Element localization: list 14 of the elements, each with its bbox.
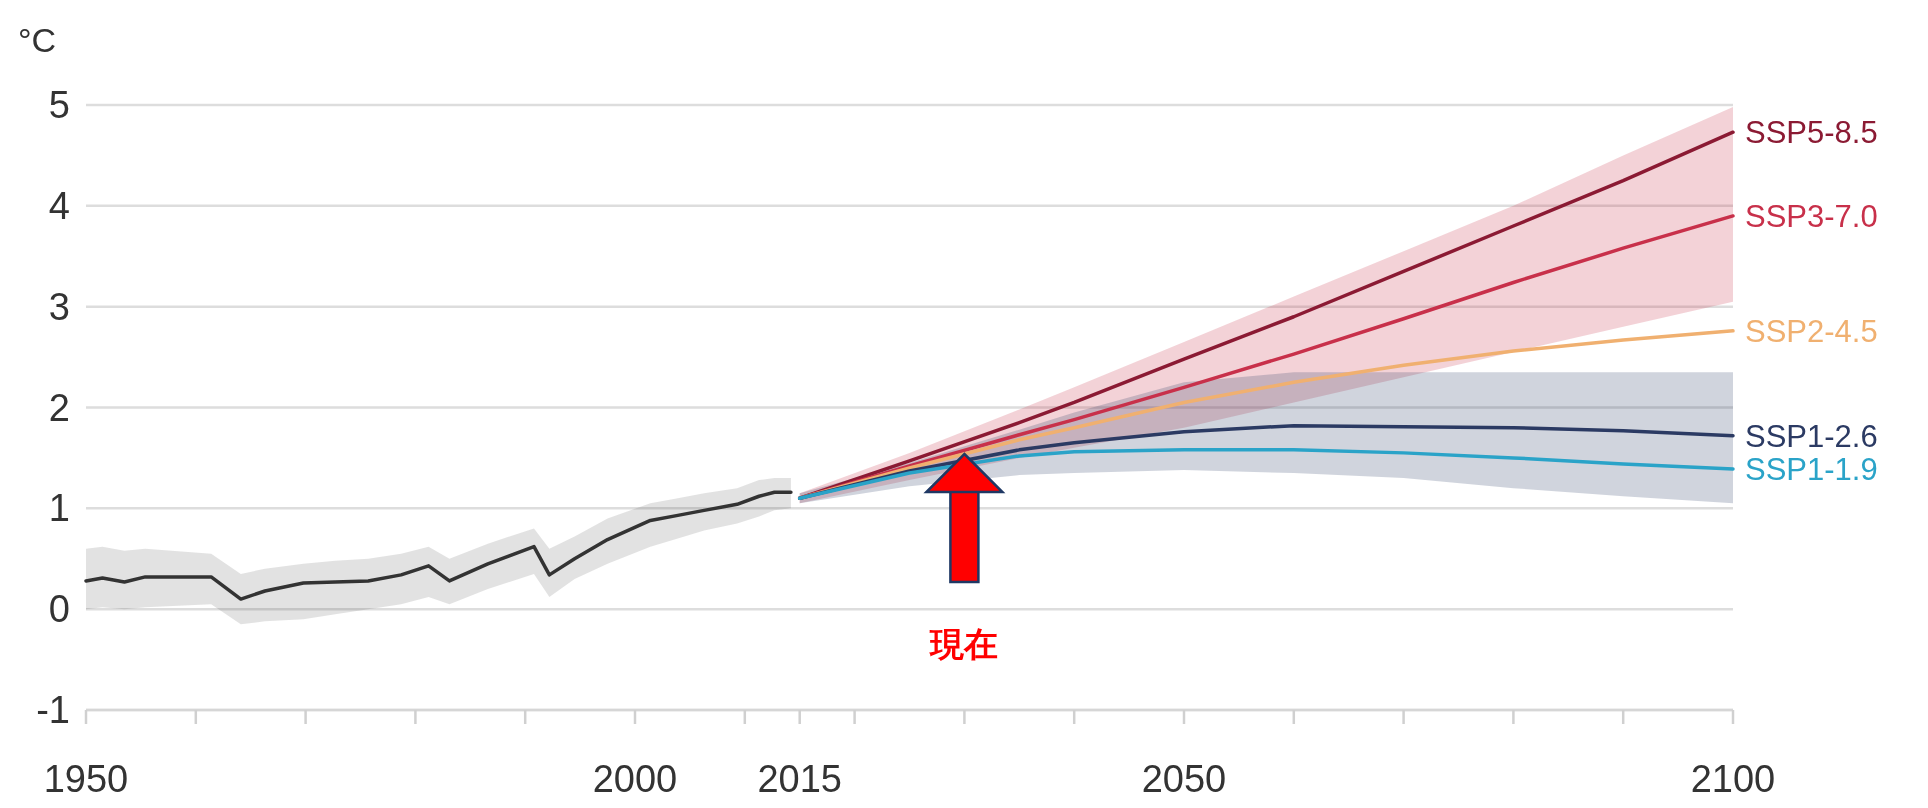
y-tick-label: 0 [48, 588, 70, 631]
y-tick-label: 3 [48, 285, 70, 328]
x-tick-label: 2100 [1690, 758, 1776, 800]
y-tick-label: 4 [48, 184, 70, 227]
y-tick-label: -1 [36, 689, 70, 731]
x-tick-label: 1950 [43, 758, 129, 800]
x-tick-label: 2015 [757, 758, 842, 800]
ref-line-label: 現在 [929, 625, 999, 663]
x-tick-label: 2000 [592, 758, 678, 800]
y-tick-label: 5 [48, 84, 70, 126]
y-axis-title: °C [18, 21, 57, 59]
x-tick-label: 2050 [1141, 758, 1227, 800]
y-tick-label: 2 [48, 386, 70, 429]
y-tick-label: 1 [48, 487, 70, 530]
